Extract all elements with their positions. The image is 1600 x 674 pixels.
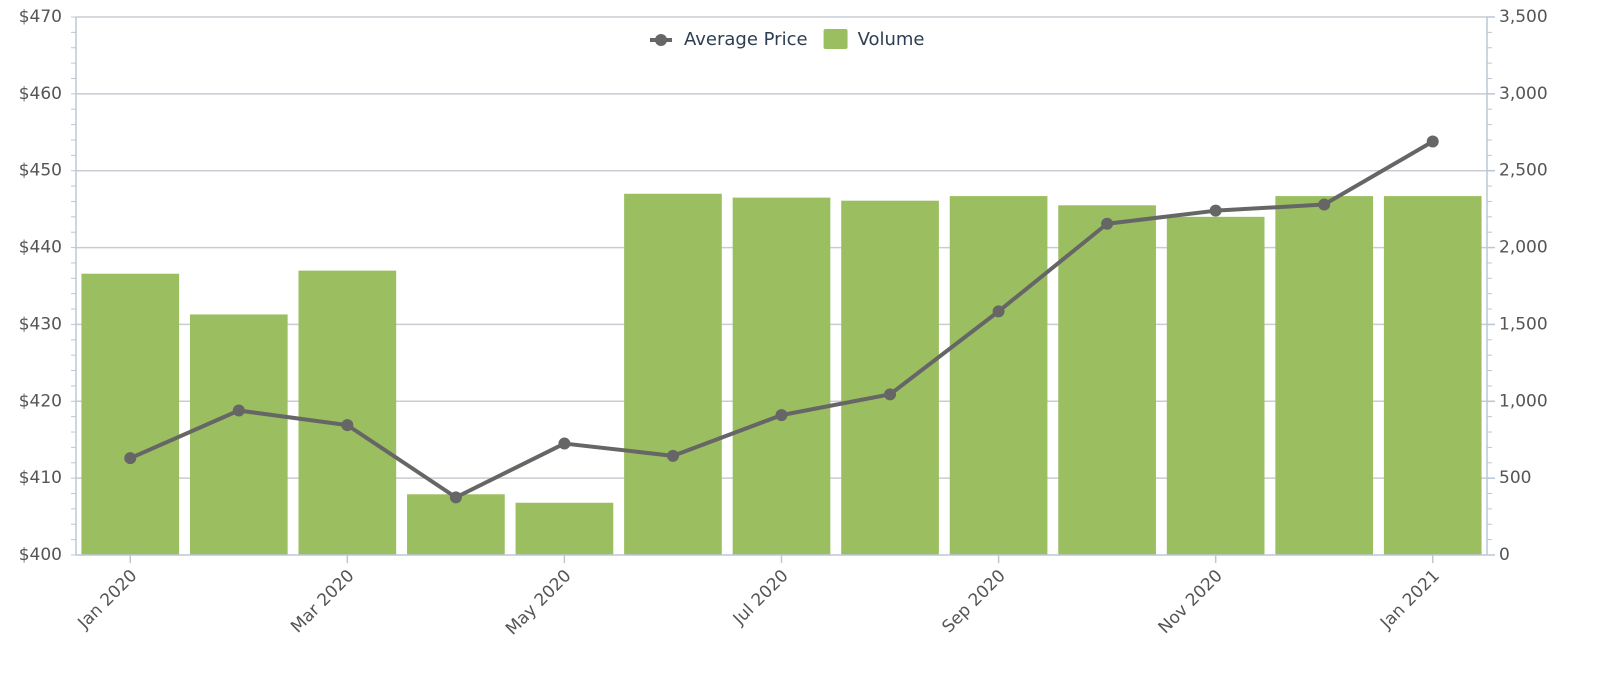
bar xyxy=(407,494,505,555)
bar xyxy=(1058,205,1156,556)
line-marker xyxy=(341,419,354,432)
y2-tick-label: 3,000 xyxy=(1499,84,1548,104)
line-marker xyxy=(1101,217,1114,230)
y2-tick-label: 1,500 xyxy=(1499,314,1548,334)
legend-swatch xyxy=(823,29,848,49)
x-tick-label: Jul 2020 xyxy=(729,566,793,630)
y2-tick-label: 0 xyxy=(1499,545,1510,565)
bar xyxy=(1383,196,1482,555)
line-marker xyxy=(884,388,897,401)
line-marker xyxy=(666,449,679,462)
line-marker xyxy=(558,437,571,450)
legend-label: Average Price xyxy=(684,29,808,50)
line-marker xyxy=(232,404,245,417)
line-marker xyxy=(775,409,788,422)
line-marker xyxy=(1426,135,1439,148)
bar xyxy=(841,200,939,555)
y2-tick-label: 1,000 xyxy=(1499,391,1548,411)
line-marker xyxy=(124,452,137,465)
y2-tick-label: 500 xyxy=(1499,468,1531,488)
bar xyxy=(81,273,180,555)
bar xyxy=(949,196,1048,555)
line-marker xyxy=(1318,198,1331,211)
y-tick-label: $410 xyxy=(19,468,62,488)
x-tick-label: Mar 2020 xyxy=(287,566,358,637)
y-tick-label: $430 xyxy=(19,314,62,334)
bar xyxy=(624,193,722,555)
legend: Average Price Volume xyxy=(650,29,925,50)
x-tick-label: Jan 2020 xyxy=(74,566,142,634)
y-tick-label: $420 xyxy=(19,391,62,411)
legend-marker xyxy=(655,34,667,46)
x-tick-label: May 2020 xyxy=(502,566,575,639)
y-tick-label: $400 xyxy=(19,545,62,565)
y-tick-label: $440 xyxy=(19,238,62,258)
bar xyxy=(1275,196,1374,555)
bar xyxy=(732,197,831,555)
y-tick-label: $460 xyxy=(19,84,62,104)
y-tick-label: $450 xyxy=(19,161,62,181)
x-tick-label: Nov 2020 xyxy=(1155,566,1227,638)
bar xyxy=(515,502,614,555)
y-tick-label: $470 xyxy=(19,7,62,27)
bar xyxy=(298,270,397,555)
line-marker xyxy=(449,491,462,504)
line-marker xyxy=(992,305,1005,318)
legend-label: Volume xyxy=(858,29,925,50)
y2-tick-label: 2,000 xyxy=(1499,238,1548,258)
y2-tick-label: 2,500 xyxy=(1499,161,1548,181)
x-tick-label: Jan 2021 xyxy=(1376,566,1444,634)
bar xyxy=(189,314,288,555)
line-marker xyxy=(1209,204,1222,217)
x-tick-label: Sep 2020 xyxy=(938,566,1009,637)
bar xyxy=(1166,216,1265,556)
y2-tick-label: 3,500 xyxy=(1499,7,1548,27)
